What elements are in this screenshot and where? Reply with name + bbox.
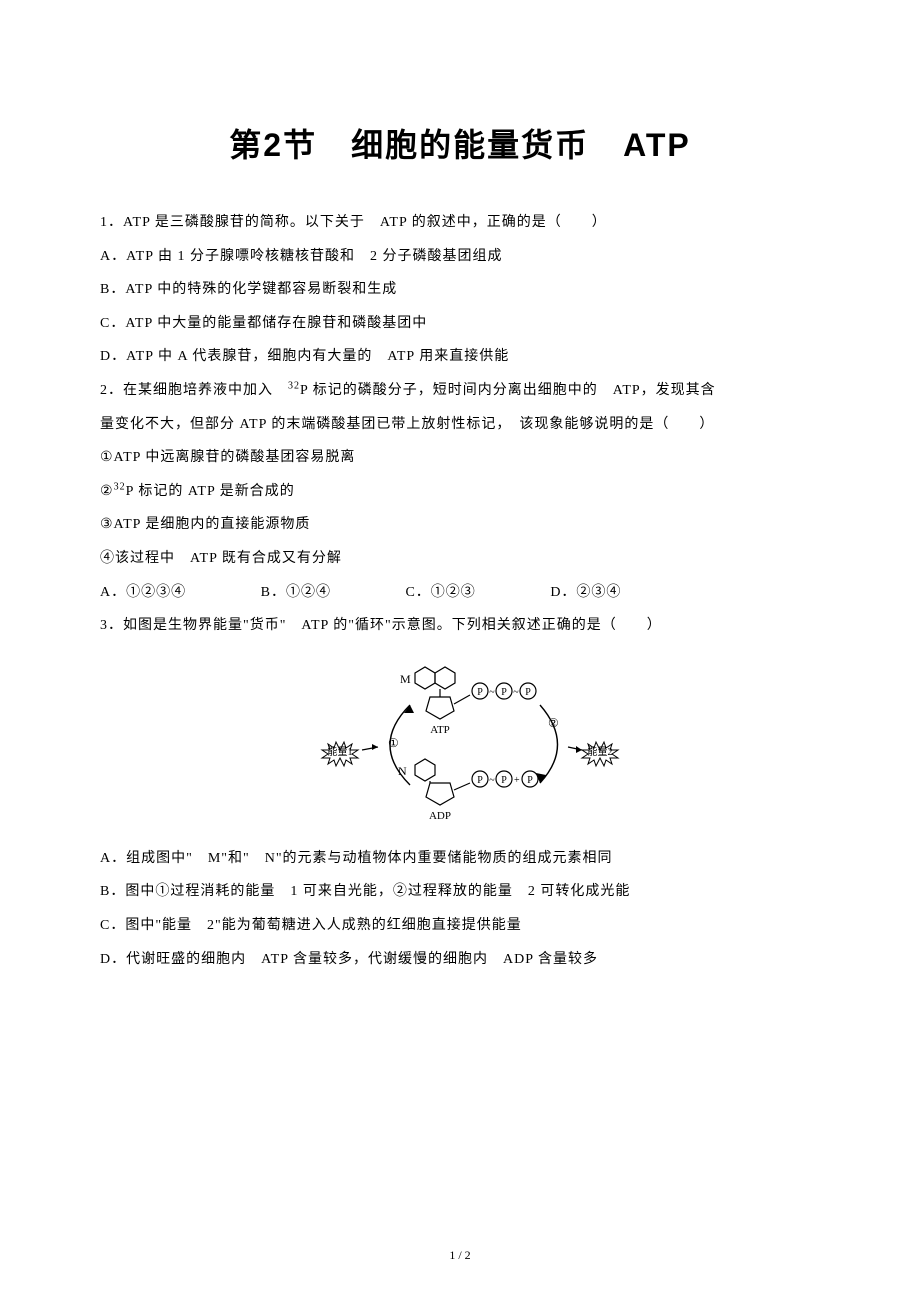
q1-option-c: C．ATP 中大量的能量都储存在腺苷和磷酸基团中 xyxy=(100,307,820,341)
q3-option-c: C．图中"能量 2"能为葡萄糖进入人成熟的红细胞直接提供能量 xyxy=(100,909,820,943)
q2-stem1-sup: 32 xyxy=(288,380,300,391)
q2-stem1-post: P 标记的磷酸分子，短时间内分离出细胞中的 ATP，发现其含 xyxy=(300,383,716,398)
q2-stem-line2: 量变化不大，但部分 ATP 的末端磷酸基团已带上放射性标记， 该现象能够说明的是… xyxy=(100,408,820,442)
q2-stem-line1: 2．在某细胞培养液中加入 32P 标记的磷酸分子，短时间内分离出细胞中的 ATP… xyxy=(100,374,820,408)
q2-opt2-sup: 32 xyxy=(114,481,126,492)
q2-opt2: ②32P 标记的 ATP 是新合成的 xyxy=(100,475,820,509)
label-p1: P xyxy=(477,687,483,698)
label-p6: P xyxy=(527,775,533,786)
q3-option-b: B．图中①过程消耗的能量 1 可来自光能，②过程释放的能量 2 可转化成光能 xyxy=(100,875,820,909)
q3-option-a: A．组成图中" M"和" N"的元素与动植物体内重要储能物质的组成元素相同 xyxy=(100,842,820,876)
label-atp: ATP xyxy=(430,724,450,736)
label-circle1: ① xyxy=(388,736,399,750)
atp-molecule: M P ~ P ~ P ATP xyxy=(400,667,536,736)
svg-text:~: ~ xyxy=(489,687,495,698)
label-circle2: ② xyxy=(548,716,559,730)
label-m: M xyxy=(400,672,411,686)
q2-opt1: ①ATP 中远离腺苷的磷酸基团容易脱离 xyxy=(100,441,820,475)
q2-answer-row: A．①②③④ B．①②④ C．①②③ D．②③④ xyxy=(100,576,820,610)
q2-opt2-pre: ② xyxy=(100,484,114,499)
page-title: 第2节 细胞的能量货币 ATP xyxy=(100,120,820,166)
q2-option-c: C．①②③ xyxy=(405,576,475,610)
q3-option-d: D．代谢旺盛的细胞内 ATP 含量较多，代谢缓慢的细胞内 ADP 含量较多 xyxy=(100,943,820,977)
q2-opt2-post: P 标记的 ATP 是新合成的 xyxy=(126,484,295,499)
atp-cycle-diagram: M P ~ P ~ P ATP xyxy=(100,655,820,830)
page-footer: 1 / 2 xyxy=(0,1248,920,1263)
q1-stem: 1．ATP 是三磷酸腺苷的简称。以下关于 ATP 的叙述中，正确的是（ ） xyxy=(100,206,820,240)
energy1-icon: 能量1 xyxy=(322,742,378,766)
q3-stem: 3．如图是生物界能量"货币" ATP 的"循环"示意图。下列相关叙述正确的是（ … xyxy=(100,609,820,643)
q2-opt3: ③ATP 是细胞内的直接能源物质 xyxy=(100,508,820,542)
q2-option-a: A．①②③④ xyxy=(100,576,186,610)
label-adp: ADP xyxy=(429,810,451,822)
svg-text:~: ~ xyxy=(513,687,519,698)
label-energy2: 能量2 xyxy=(588,745,613,758)
label-p2: P xyxy=(501,687,507,698)
label-p5: P xyxy=(501,775,507,786)
svg-text:~: ~ xyxy=(489,775,495,786)
q2-option-d: D．②③④ xyxy=(550,576,621,610)
label-p3: P xyxy=(525,687,531,698)
energy2-icon: 能量2 xyxy=(568,742,618,766)
svg-text:+: + xyxy=(514,775,520,786)
label-p4: P xyxy=(477,775,483,786)
q1-option-a: A．ATP 由 1 分子腺嘌呤核糖核苷酸和 2 分子磷酸基团组成 xyxy=(100,240,820,274)
q1-option-b: B．ATP 中的特殊的化学键都容易断裂和生成 xyxy=(100,273,820,307)
q2-stem1-pre: 2．在某细胞培养液中加入 xyxy=(100,383,288,398)
q1-option-d: D．ATP 中 A 代表腺苷，细胞内有大量的 ATP 用来直接供能 xyxy=(100,340,820,374)
adp-molecule: N P ~ P + P ADP xyxy=(398,759,538,822)
q2-option-b: B．①②④ xyxy=(261,576,331,610)
q2-opt4: ④该过程中 ATP 既有合成又有分解 xyxy=(100,542,820,576)
label-energy1: 能量1 xyxy=(328,745,353,758)
